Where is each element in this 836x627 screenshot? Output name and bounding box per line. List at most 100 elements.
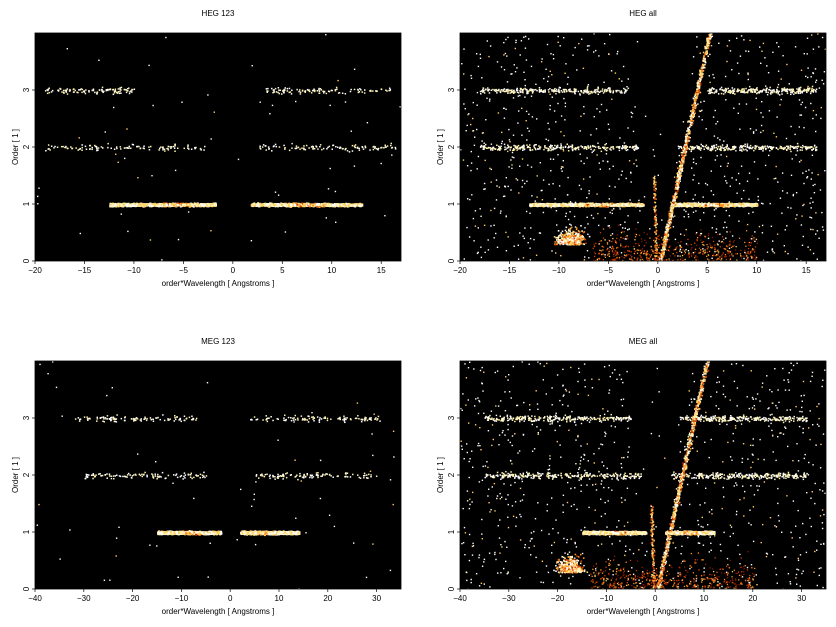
event-pixel	[805, 170, 807, 172]
event-pixel	[717, 251, 720, 253]
event-pixel	[96, 148, 98, 150]
event-pixel	[299, 205, 302, 208]
event-pixel	[126, 90, 129, 92]
event-pixel	[128, 145, 130, 148]
event-pixel	[552, 53, 555, 56]
event-pixel	[511, 167, 513, 169]
event-pixel	[802, 235, 804, 238]
event-pixel	[566, 194, 569, 196]
event-pixel	[120, 213, 122, 215]
event-pixel	[713, 77, 715, 79]
event-pixel	[187, 203, 190, 206]
event-pixel	[692, 179, 694, 181]
event-pixel	[564, 119, 566, 121]
event-pixel	[128, 87, 130, 89]
event-pixel	[795, 218, 797, 220]
event-pixel	[357, 89, 360, 91]
event-pixel	[521, 107, 523, 109]
event-pixel	[607, 203, 609, 206]
event-pixel	[490, 148, 492, 150]
event-pixel	[561, 203, 564, 206]
event-pixel	[301, 89, 304, 92]
event-pixel	[710, 45, 713, 47]
event-pixel	[159, 147, 161, 150]
event-pixel	[806, 53, 808, 55]
event-pixel	[533, 203, 536, 206]
event-pixel	[812, 109, 815, 112]
event-pixel	[547, 75, 550, 78]
event-pixel	[726, 165, 729, 167]
event-pixel	[377, 147, 380, 150]
event-pixel	[463, 73, 465, 75]
event-pixel	[295, 100, 297, 103]
event-pixel	[716, 203, 719, 206]
event-pixel	[517, 244, 519, 246]
event-pixel	[608, 168, 611, 170]
event-pixel	[546, 43, 549, 46]
event-pixel	[301, 147, 303, 149]
event-pixel	[515, 41, 517, 44]
event-pixel	[483, 142, 485, 144]
event-pixel	[695, 204, 698, 207]
event-pixel	[528, 130, 530, 132]
event-pixel	[757, 195, 759, 198]
event-pixel	[364, 89, 366, 91]
event-pixel	[190, 148, 193, 150]
event-pixel	[553, 110, 556, 112]
event-pixel	[511, 156, 514, 158]
event-pixel	[196, 203, 199, 205]
event-pixel	[463, 48, 465, 50]
event-pixel	[326, 148, 328, 150]
event-pixel	[299, 91, 302, 93]
event-pixel	[79, 147, 81, 150]
event-pixel	[543, 203, 546, 206]
plot-area	[35, 33, 401, 261]
event-pixel	[523, 71, 525, 73]
event-pixel	[148, 64, 150, 67]
event-pixel	[609, 246, 611, 248]
event-pixel	[480, 256, 483, 259]
event-pixel	[557, 102, 559, 105]
event-pixel	[588, 190, 590, 192]
event-pixel	[530, 95, 533, 97]
event-pixel	[339, 147, 341, 149]
event-pixel	[524, 227, 526, 229]
event-pixel	[284, 147, 286, 149]
event-pixel	[384, 215, 386, 217]
event-pixel	[500, 66, 503, 68]
event-pixel	[773, 252, 776, 254]
event-pixel	[187, 211, 190, 213]
event-pixel	[541, 58, 543, 60]
event-pixel	[493, 237, 495, 239]
event-pixel	[624, 238, 626, 240]
event-pixel	[539, 202, 542, 205]
event-pixel	[702, 196, 704, 198]
event-pixel	[743, 189, 745, 192]
event-pixel	[143, 204, 146, 207]
event-pixel	[762, 42, 765, 45]
event-pixel	[320, 203, 323, 206]
event-pixel	[709, 53, 711, 56]
event-pixel	[476, 104, 478, 106]
event-pixel	[790, 207, 792, 209]
event-pixel	[363, 92, 366, 94]
event-pixel	[747, 203, 750, 206]
event-pixel	[683, 216, 685, 218]
event-pixel	[132, 144, 135, 146]
event-pixel	[464, 108, 466, 110]
event-pixel	[818, 87, 821, 89]
event-pixel	[622, 147, 625, 149]
event-pixel	[194, 203, 196, 206]
event-pixel	[496, 246, 499, 248]
event-pixel	[625, 147, 627, 149]
event-pixel	[481, 140, 483, 142]
event-pixel	[685, 243, 688, 245]
event-pixel	[731, 177, 733, 179]
event-pixel	[37, 203, 39, 205]
event-pixel	[85, 148, 88, 150]
event-pixel	[687, 216, 690, 218]
event-pixel	[204, 145, 206, 148]
event-pixel	[96, 93, 98, 95]
event-pixel	[331, 89, 333, 92]
event-pixel	[551, 74, 553, 76]
